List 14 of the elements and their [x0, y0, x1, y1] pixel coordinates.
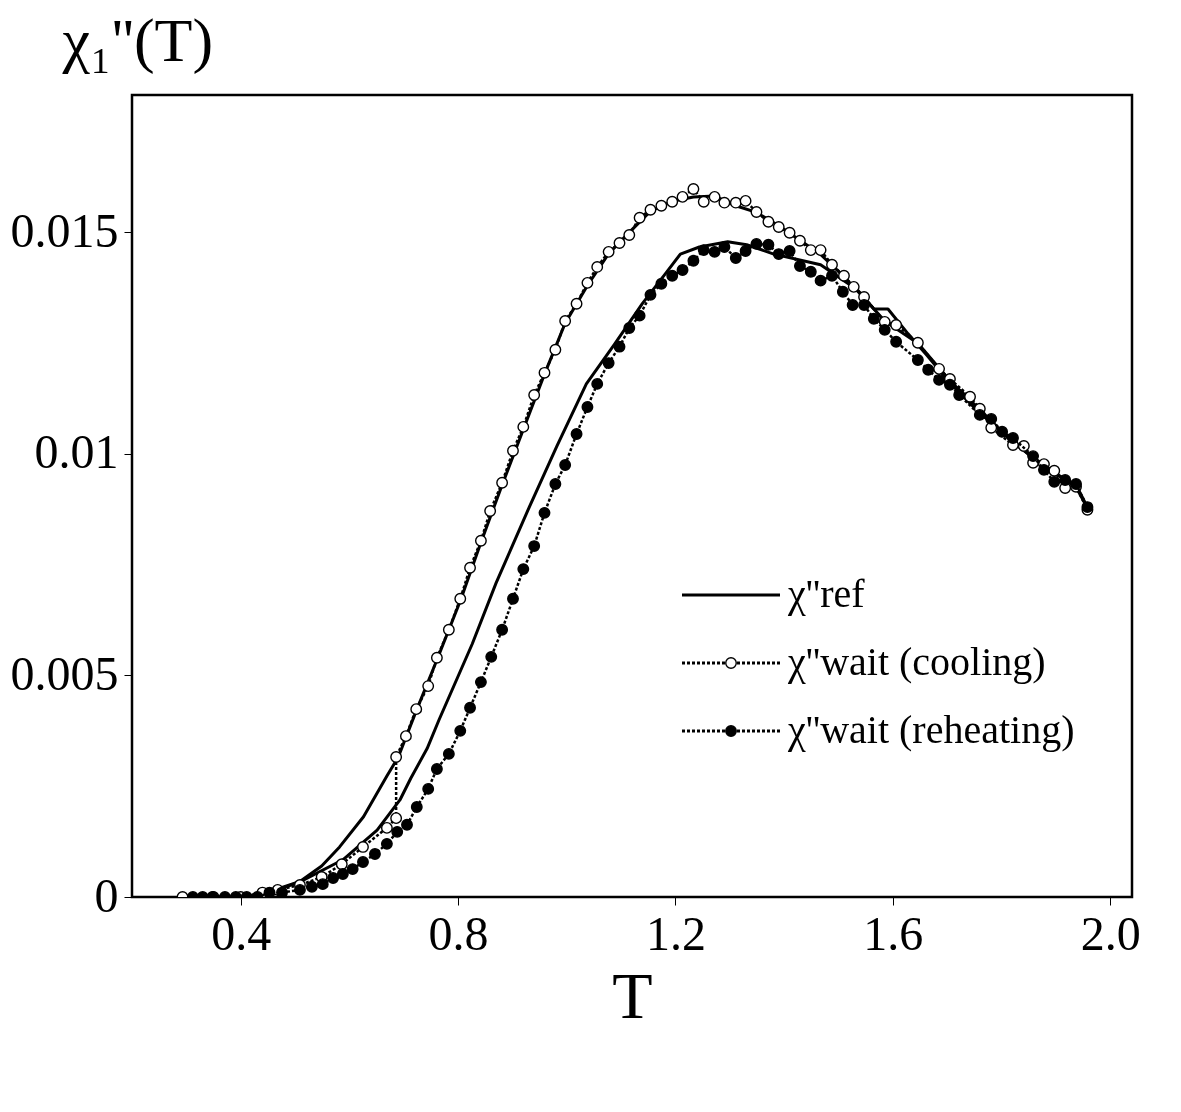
y-axis-title: χ₁''(T)	[61, 5, 214, 75]
x-tick-label: 0.8	[428, 906, 489, 960]
y-tick-label: 0	[94, 868, 119, 922]
legend-label: χ''ref	[787, 571, 866, 616]
y-tick-label: 0.015	[10, 203, 119, 257]
x-axis-title: T	[612, 958, 653, 1032]
y-tick-label: 0.01	[34, 425, 119, 479]
x-tick-label: 2.0	[1080, 906, 1141, 960]
x-tick-label: 0.4	[211, 906, 272, 960]
legend-label: χ''wait (cooling)	[787, 639, 1046, 684]
x-tick-label: 1.2	[645, 906, 706, 960]
y-tick-label: 0.005	[10, 646, 119, 700]
x-tick-label: 1.6	[863, 906, 924, 960]
legend-label: χ''wait (reheating)	[787, 707, 1075, 752]
